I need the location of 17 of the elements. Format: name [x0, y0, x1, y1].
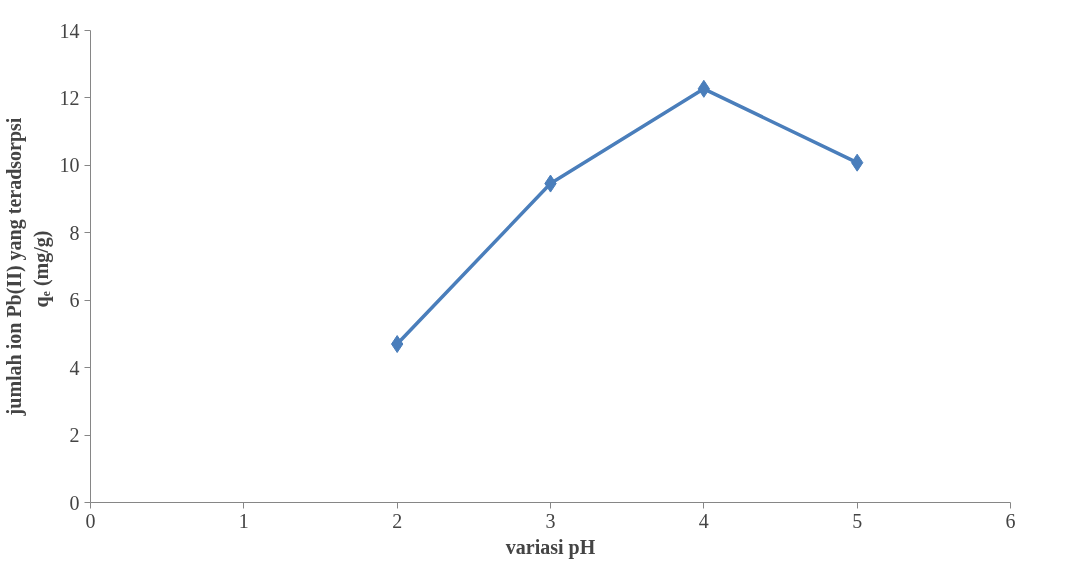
x-tick-label: 4	[698, 509, 709, 532]
x-tick-label: 6	[1005, 509, 1016, 532]
y-axis-title: jumlah ion Pb(II) yang teradsorpsi qₑ (mg/g)	[3, 117, 53, 417]
y-tick-label: 12	[59, 86, 80, 109]
y-tick-label: 10	[59, 154, 80, 177]
y-tick-label: 4	[69, 356, 80, 379]
x-axis-title: variasi pH	[505, 535, 596, 559]
y-tick-label: 0	[69, 491, 80, 514]
x-tick-label: 2	[392, 509, 403, 532]
y-tick-label: 8	[69, 221, 80, 244]
x-tick-label: 5	[852, 509, 863, 532]
y-tick-label: 2	[69, 424, 80, 447]
x-tick-label: 0	[85, 509, 96, 532]
x-tick-label: 3	[545, 509, 556, 532]
x-tick-label: 1	[238, 509, 249, 532]
y-tick-label: 14	[59, 19, 80, 42]
y-tick-label: 6	[69, 289, 80, 312]
